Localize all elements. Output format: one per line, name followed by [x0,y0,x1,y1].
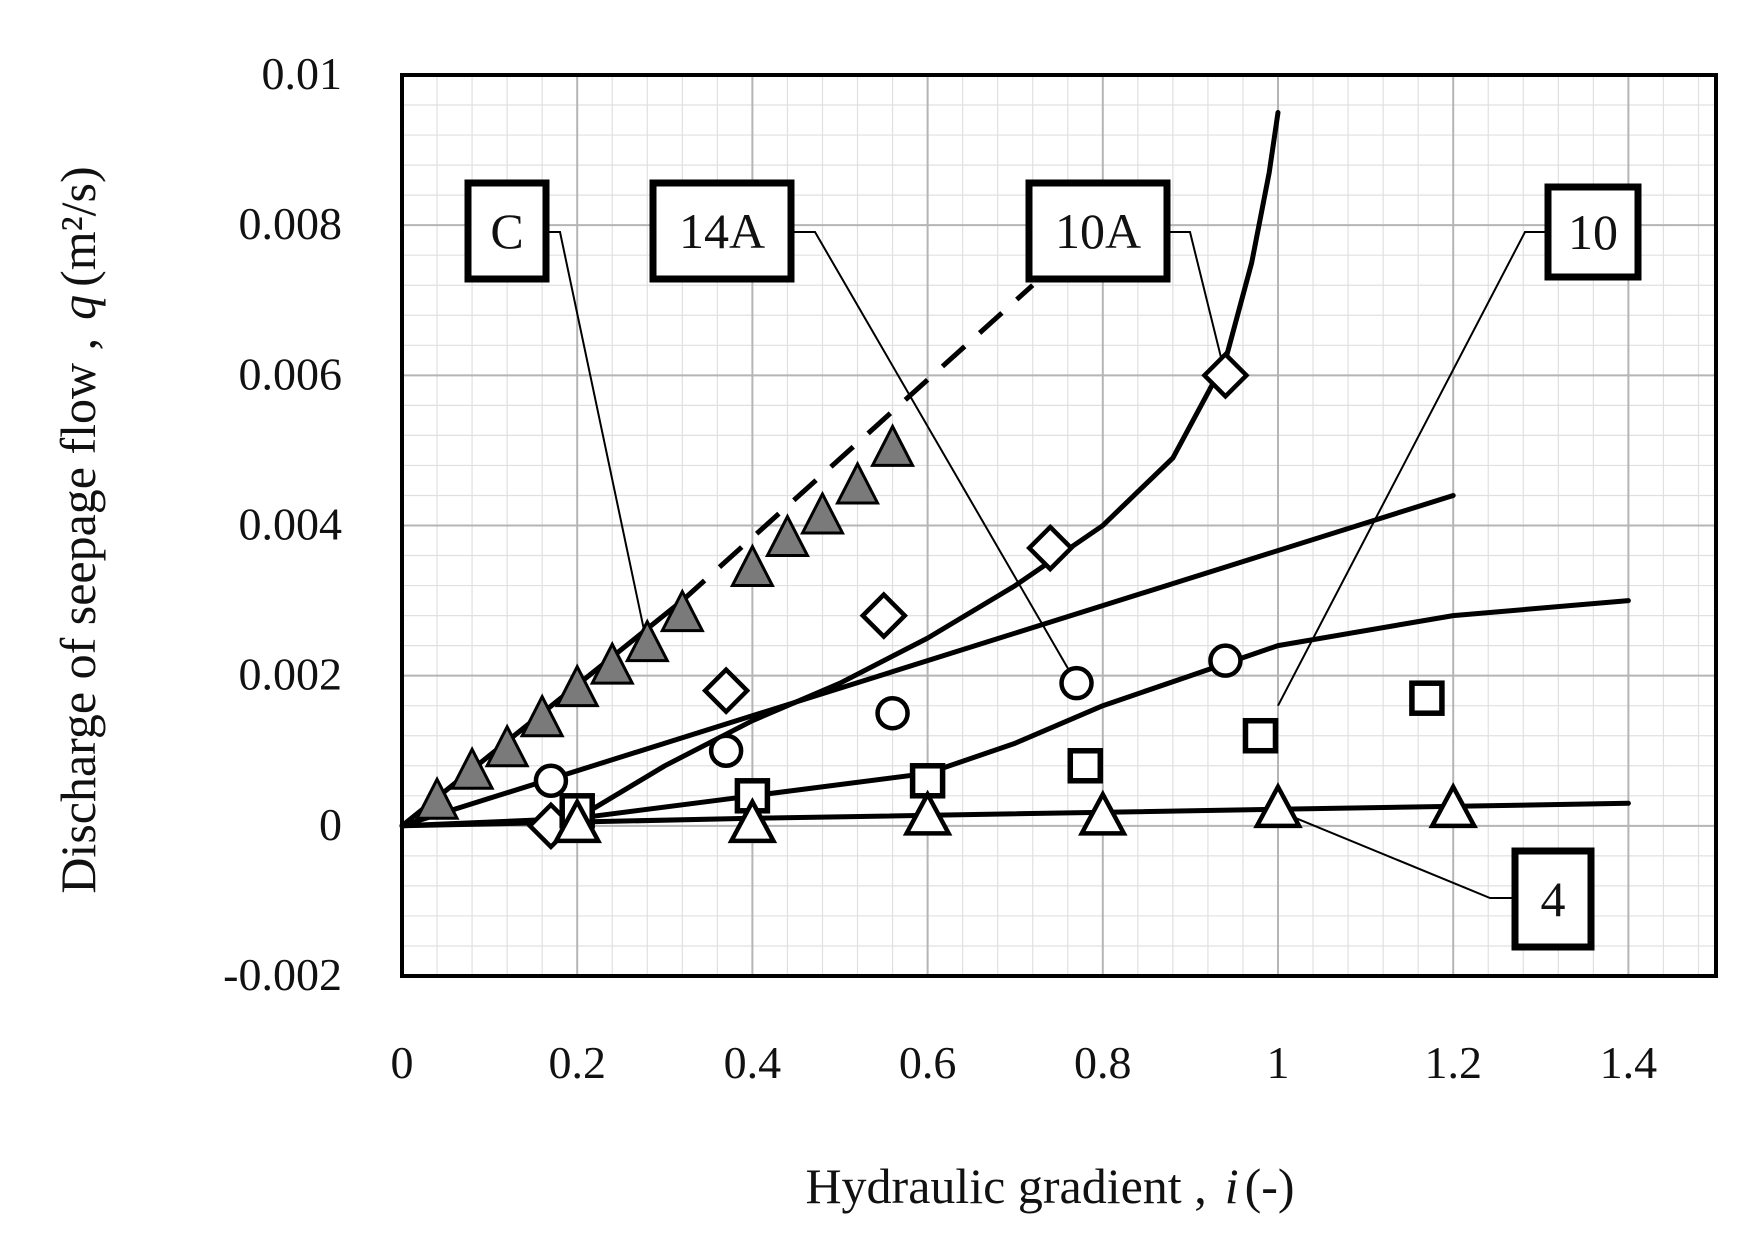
point-4 [902,789,953,836]
point-c [519,693,565,738]
y-tick-label: 0.008 [239,198,343,249]
callout-leader-c [546,231,649,646]
x-axis-title: Hydraulic gradient , i (-) [805,1158,1294,1214]
point-c [659,588,705,633]
callout-label-4: 4 [1541,871,1566,927]
x-tick-label: 0.2 [548,1037,606,1088]
point-4 [1428,782,1478,829]
y-tick-label: 0.006 [239,348,343,399]
point-10 [734,778,771,814]
y-tick-label: 0.002 [239,649,343,700]
callout-label-14a: 14A [679,203,765,259]
point-c [729,543,775,588]
point-4 [1078,789,1128,836]
y-tick-label: 0 [319,799,342,850]
x-tick-label: 0.4 [724,1037,782,1088]
x-tick-labels: 0 0.2 0.4 0.6 0.8 1 1.2 1.4 [391,1037,1658,1088]
fit-dashed-c [680,283,1035,603]
point-10a [1201,351,1250,400]
y-tick-label: 0.01 [262,48,343,99]
point-c [589,640,635,685]
plot-frame [400,73,1718,978]
callout-leader-4 [1277,809,1515,899]
y-axis-title: Discharge of seepage flow ,q(m²/s) [50,166,106,893]
x-tick-label: 0 [391,1037,414,1088]
callout-box-10a [1025,179,1171,283]
point-10 [1067,748,1104,784]
fit-lines [399,110,1631,829]
point-10a [1026,523,1075,573]
callout-leader-10a [1167,231,1227,376]
point-14a [708,733,744,768]
callout-leader-10 [1277,231,1548,707]
x-tick-label: 1.2 [1424,1037,1482,1088]
callout-label-10: 10 [1568,204,1618,260]
callout-label-c: C [490,203,523,259]
point-c [764,513,810,558]
point-4 [1253,782,1303,829]
point-10 [1242,717,1279,754]
callout-leaders [546,231,1548,899]
callout-box-14a [649,179,795,283]
callout-boxes: C 14A 10A 10 4 [464,179,1642,951]
y-tick-label: 0.004 [239,499,343,550]
point-c [554,663,600,708]
x-tick-label: 0.6 [899,1037,957,1088]
point-10a [701,666,751,715]
point-c [624,618,670,663]
point-14a [875,695,910,731]
fit-line-14a [399,493,1456,829]
point-c [484,723,530,768]
point-c [870,423,916,467]
point-c [449,745,495,790]
x-tick-label: 1 [1267,1037,1290,1088]
y-tick-label: -0.002 [223,949,342,1000]
point-14a [1208,643,1243,678]
x-tick-label: 0.8 [1074,1037,1132,1088]
point-10 [1409,680,1445,716]
point-c [835,460,880,505]
callout-box-10 [1544,183,1642,281]
point-14a [1059,665,1094,701]
data-points [414,351,1478,851]
y-tick-labels: -0.002 0 0.002 0.004 0.006 0.008 0.01 [223,48,342,1000]
point-c [414,776,460,820]
point-c [800,490,845,535]
fit-line-10 [399,598,1631,829]
point-4 [552,797,602,844]
x-tick-label: 1.4 [1600,1037,1658,1088]
point-14a [533,763,569,799]
callout-box-4 [1511,847,1595,951]
callout-label-10a: 10A [1055,203,1141,259]
point-10a [859,591,908,640]
callout-leader-14a [791,231,1078,684]
point-4 [727,797,778,844]
callout-box-c [464,179,550,283]
